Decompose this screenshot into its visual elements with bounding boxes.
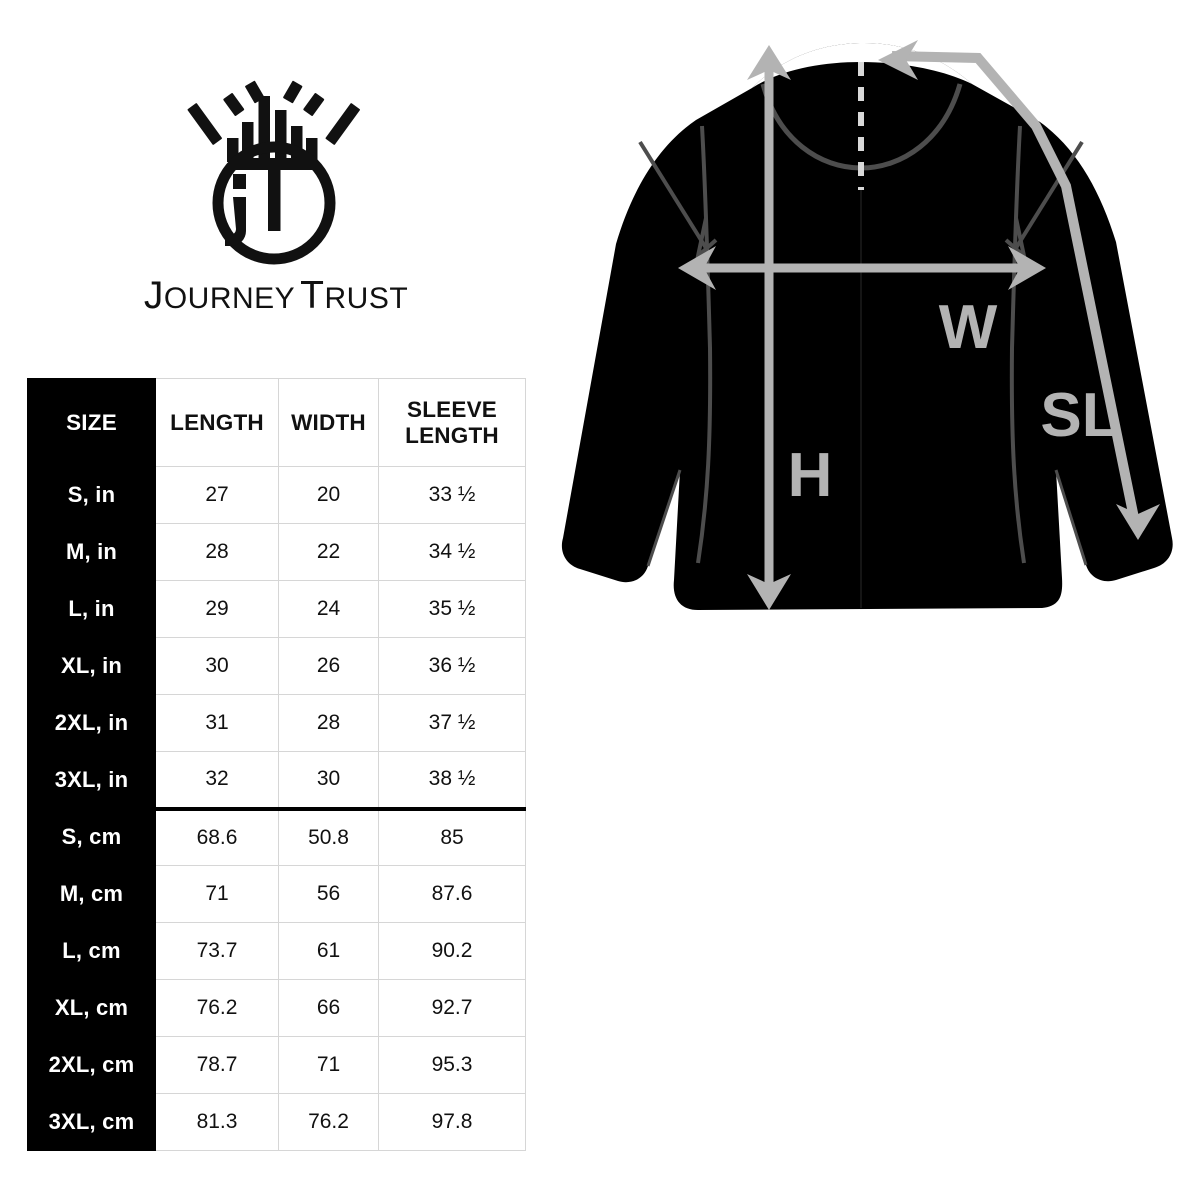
cell-sleeve-length: 90.2 [378, 922, 526, 980]
cell-length: 73.7 [155, 922, 279, 980]
width-arrowhead-right [1008, 246, 1046, 290]
left-armhole-tick [694, 217, 718, 262]
cell-sleeve-length: 36 ½ [378, 637, 526, 695]
cell-width: 22 [278, 523, 379, 581]
cell-size: M, cm [27, 865, 156, 923]
cell-length: 32 [155, 751, 279, 809]
sweatshirt-illustration: H W SL [561, 40, 1173, 611]
cell-length: 29 [155, 580, 279, 638]
sleeve-length-label: SL [1040, 381, 1119, 450]
cell-size: 2XL, cm [27, 1036, 156, 1094]
garment-silhouette [561, 42, 1173, 611]
cell-width: 26 [278, 637, 379, 695]
cell-length: 27 [155, 466, 279, 524]
table-row: M, cm 71 56 87.6 [27, 865, 526, 923]
journey-trust-logo-icon [187, 80, 360, 265]
size-chart-table: SIZE LENGTH WIDTH SLEEVE LENGTH S, in 27 2… [27, 378, 526, 1151]
cell-size: S, cm [27, 808, 156, 866]
cell-length: 76.2 [155, 979, 279, 1037]
cell-size: XL, cm [27, 979, 156, 1037]
cell-size: L, in [27, 580, 156, 638]
cell-width: 50.8 [278, 806, 379, 866]
cell-width: 71 [278, 1036, 379, 1094]
wordmark-rust: RUST [324, 282, 409, 315]
cell-width: 20 [278, 466, 379, 524]
cell-length: 31 [155, 694, 279, 752]
cell-size: M, in [27, 523, 156, 581]
cell-width: 56 [278, 865, 379, 923]
cell-width: 76.2 [278, 1093, 379, 1151]
column-header-size: SIZE [27, 378, 156, 467]
cell-sleeve-length: 87.6 [378, 865, 526, 923]
cell-width: 28 [278, 694, 379, 752]
garment-diagram: H W SL [520, 18, 1200, 658]
cell-sleeve-length: 34 ½ [378, 523, 526, 581]
cell-sleeve-length: 37 ½ [378, 694, 526, 752]
wordmark-t: T [300, 274, 325, 317]
cell-length: 68.6 [155, 806, 279, 866]
cell-sleeve-length: 92.7 [378, 979, 526, 1037]
sleeve-header-line1: SLEEVE [407, 397, 497, 423]
column-header-sleeve-length: SLEEVE LENGTH [378, 378, 526, 467]
table-row: S, in 27 20 33 ½ [27, 466, 526, 524]
cell-length: 28 [155, 523, 279, 581]
sleeve-header-line2: LENGTH [405, 422, 499, 448]
length-arrowhead-top [747, 45, 791, 80]
cell-length: 78.7 [155, 1036, 279, 1094]
table-row: XL, in 30 26 36 ½ [27, 637, 526, 695]
cell-size: 2XL, in [27, 694, 156, 752]
left-shoulder-hint [638, 140, 708, 250]
cell-size: 3XL, in [27, 751, 156, 809]
cell-size: XL, in [27, 637, 156, 695]
cell-width: 24 [278, 580, 379, 638]
cell-sleeve-length: 38 ½ [378, 751, 526, 809]
table-header: SIZE LENGTH WIDTH SLEEVE LENGTH [27, 378, 526, 467]
table-row: L, in 29 24 35 ½ [27, 580, 526, 638]
table-row: L, cm 73.7 61 90.2 [27, 922, 526, 980]
cell-width: 61 [278, 922, 379, 980]
wordmark-j: J [143, 274, 164, 317]
cell-size: L, cm [27, 922, 156, 980]
left-cuff-seam [646, 469, 682, 567]
header-row: SIZE LENGTH WIDTH SLEEVE LENGTH [27, 378, 526, 467]
column-header-length: LENGTH [155, 378, 279, 467]
right-armhole-seam [1009, 125, 1026, 564]
sleeve-arrowhead-end [1116, 504, 1160, 540]
cell-length: 30 [155, 637, 279, 695]
size-table-container: SIZE LENGTH WIDTH SLEEVE LENGTH S, in 27 2… [27, 378, 526, 1151]
height-label: H [788, 441, 833, 510]
cell-sleeve-length: 97.8 [378, 1093, 526, 1151]
right-cuff-seam [1054, 469, 1088, 566]
cell-sleeve-length: 33 ½ [378, 466, 526, 524]
table-row: 2XL, in 31 28 37 ½ [27, 694, 526, 752]
cell-width: 66 [278, 979, 379, 1037]
length-arrowhead-bottom [747, 574, 791, 610]
table-row: XL, cm 76.2 66 92.7 [27, 979, 526, 1037]
wordmark-ourney: OURNEY [163, 282, 296, 315]
cell-sleeve-length: 95.3 [378, 1036, 526, 1094]
table-row: M, in 28 22 34 ½ [27, 523, 526, 581]
cell-length: 81.3 [155, 1093, 279, 1151]
table-row: 3XL, in 32 30 38 ½ [27, 751, 526, 809]
cell-width: 30 [278, 751, 379, 809]
cell-length: 71 [155, 865, 279, 923]
width-arrowhead-left [678, 246, 716, 290]
cell-sleeve-length: 35 ½ [378, 580, 526, 638]
cell-size: 3XL, cm [27, 1093, 156, 1151]
brand-logo-block: JOURNEY TRUST [27, 80, 525, 330]
brand-wordmark: JOURNEY TRUST [144, 276, 408, 315]
right-shoulder-hint [1014, 140, 1084, 250]
left-armhole-seam [696, 125, 713, 564]
table-row: S, cm 68.6 50.8 85 [27, 806, 526, 866]
sleeve-length-measure-arrow [891, 51, 1139, 520]
table-row: 3XL, cm 81.3 76.2 97.8 [27, 1093, 526, 1151]
cell-size: S, in [27, 466, 156, 524]
sleeve-arrowhead-start [878, 40, 918, 80]
width-label: W [939, 293, 998, 362]
cell-sleeve-length: 85 [378, 806, 526, 866]
table-row: 2XL, cm 78.7 71 95.3 [27, 1036, 526, 1094]
column-header-width: WIDTH [278, 378, 379, 467]
